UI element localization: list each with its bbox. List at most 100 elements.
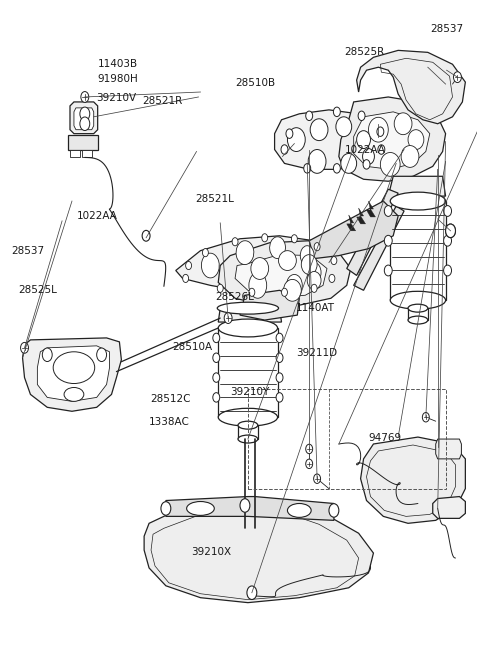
Circle shape bbox=[286, 129, 293, 138]
Ellipse shape bbox=[64, 388, 84, 402]
Circle shape bbox=[384, 206, 392, 216]
Circle shape bbox=[161, 502, 171, 515]
Polygon shape bbox=[390, 201, 445, 300]
Circle shape bbox=[276, 353, 283, 362]
Circle shape bbox=[203, 249, 208, 257]
Text: 39210Y: 39210Y bbox=[230, 388, 270, 398]
Polygon shape bbox=[70, 149, 80, 157]
Text: 28525L: 28525L bbox=[18, 285, 57, 295]
Ellipse shape bbox=[394, 113, 412, 135]
Circle shape bbox=[80, 117, 90, 130]
Polygon shape bbox=[238, 425, 258, 439]
Circle shape bbox=[183, 274, 189, 282]
Text: 28537: 28537 bbox=[430, 24, 463, 34]
Ellipse shape bbox=[236, 241, 254, 265]
Text: 39210V: 39210V bbox=[96, 92, 136, 103]
Circle shape bbox=[142, 231, 150, 241]
Ellipse shape bbox=[238, 435, 258, 443]
Circle shape bbox=[314, 242, 320, 251]
Ellipse shape bbox=[307, 271, 321, 290]
Circle shape bbox=[281, 145, 288, 155]
Ellipse shape bbox=[300, 246, 314, 265]
Circle shape bbox=[329, 504, 339, 517]
Polygon shape bbox=[354, 112, 430, 170]
Circle shape bbox=[247, 586, 257, 599]
Polygon shape bbox=[74, 108, 94, 130]
Polygon shape bbox=[360, 437, 466, 523]
Ellipse shape bbox=[310, 119, 328, 141]
Ellipse shape bbox=[301, 255, 317, 274]
Text: 28526L: 28526L bbox=[216, 292, 254, 302]
Ellipse shape bbox=[401, 145, 419, 168]
Polygon shape bbox=[347, 189, 398, 276]
Ellipse shape bbox=[217, 302, 278, 314]
Ellipse shape bbox=[341, 153, 357, 174]
Circle shape bbox=[224, 312, 232, 324]
Ellipse shape bbox=[390, 291, 445, 309]
Circle shape bbox=[213, 353, 220, 362]
Polygon shape bbox=[433, 496, 466, 518]
Circle shape bbox=[291, 234, 297, 243]
Circle shape bbox=[304, 164, 311, 173]
Polygon shape bbox=[309, 201, 398, 259]
Text: 39210X: 39210X bbox=[192, 546, 232, 557]
Polygon shape bbox=[436, 439, 461, 459]
Ellipse shape bbox=[288, 504, 311, 517]
Ellipse shape bbox=[288, 128, 305, 151]
Circle shape bbox=[213, 373, 220, 383]
Circle shape bbox=[81, 92, 89, 102]
Circle shape bbox=[276, 333, 283, 343]
Ellipse shape bbox=[336, 117, 352, 137]
Polygon shape bbox=[166, 496, 334, 520]
Circle shape bbox=[306, 444, 312, 454]
Ellipse shape bbox=[270, 236, 286, 259]
Text: 1022AA: 1022AA bbox=[344, 145, 385, 155]
Circle shape bbox=[232, 238, 238, 246]
Text: 28521R: 28521R bbox=[143, 96, 183, 107]
Circle shape bbox=[331, 257, 337, 265]
Circle shape bbox=[358, 111, 365, 121]
Text: 1338AC: 1338AC bbox=[149, 417, 190, 426]
Ellipse shape bbox=[187, 502, 214, 515]
Ellipse shape bbox=[408, 316, 428, 324]
Circle shape bbox=[378, 145, 385, 155]
Circle shape bbox=[262, 234, 268, 242]
Ellipse shape bbox=[287, 274, 302, 296]
Polygon shape bbox=[218, 328, 277, 417]
Circle shape bbox=[276, 392, 283, 402]
Circle shape bbox=[329, 274, 335, 282]
Circle shape bbox=[249, 288, 255, 296]
Circle shape bbox=[444, 235, 452, 246]
Circle shape bbox=[363, 160, 370, 169]
Ellipse shape bbox=[218, 319, 277, 337]
Circle shape bbox=[213, 333, 220, 343]
Circle shape bbox=[311, 284, 317, 292]
Polygon shape bbox=[408, 308, 428, 320]
Ellipse shape bbox=[408, 304, 428, 312]
Circle shape bbox=[384, 265, 392, 276]
Ellipse shape bbox=[218, 408, 277, 426]
Ellipse shape bbox=[251, 257, 269, 280]
Circle shape bbox=[186, 261, 192, 270]
Polygon shape bbox=[235, 255, 327, 297]
Circle shape bbox=[444, 206, 452, 216]
Bar bbox=[248, 390, 445, 489]
Circle shape bbox=[240, 498, 250, 512]
Polygon shape bbox=[144, 500, 373, 603]
Polygon shape bbox=[176, 236, 337, 292]
Ellipse shape bbox=[357, 131, 371, 149]
Circle shape bbox=[306, 459, 312, 468]
Polygon shape bbox=[240, 290, 300, 320]
Polygon shape bbox=[388, 176, 445, 196]
Text: 1140AT: 1140AT bbox=[296, 303, 335, 313]
Polygon shape bbox=[218, 308, 281, 322]
Circle shape bbox=[444, 265, 452, 276]
Text: 94769: 94769 bbox=[368, 433, 401, 443]
Polygon shape bbox=[347, 215, 356, 231]
Circle shape bbox=[384, 235, 392, 246]
Circle shape bbox=[80, 107, 90, 121]
Ellipse shape bbox=[284, 280, 301, 301]
Polygon shape bbox=[275, 110, 384, 170]
Text: 28510B: 28510B bbox=[235, 79, 276, 88]
Text: 28537: 28537 bbox=[12, 246, 45, 256]
